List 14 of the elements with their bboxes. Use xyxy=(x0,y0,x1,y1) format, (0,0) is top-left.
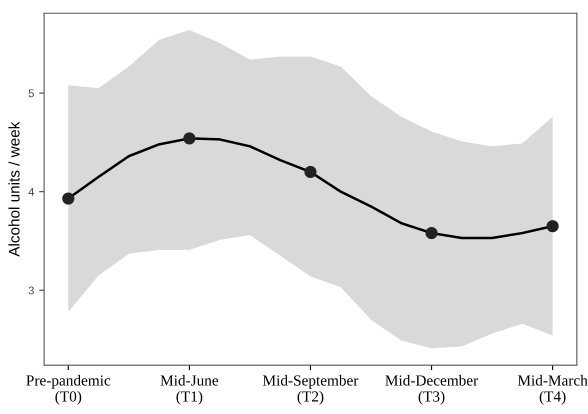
point xyxy=(425,226,438,240)
y-axis-title: Alcohol units / week xyxy=(8,122,20,257)
y-tick-label: 5 xyxy=(28,89,34,98)
point xyxy=(62,192,74,205)
point xyxy=(304,166,317,178)
x-tick-label: Mid-September (T2) xyxy=(262,374,358,405)
x-tick-label: Pre-pandemic (T0) xyxy=(26,374,110,405)
x-tick-label: Mid-June (T1) xyxy=(160,374,218,405)
x-tick-label: Mid-December (T3) xyxy=(385,374,478,405)
point xyxy=(183,132,196,145)
y-tick-label: 3 xyxy=(28,286,34,294)
x-tick-label: Mid-March (T4) xyxy=(518,374,588,405)
point xyxy=(546,220,559,232)
y-tick-label: 4 xyxy=(28,188,34,196)
